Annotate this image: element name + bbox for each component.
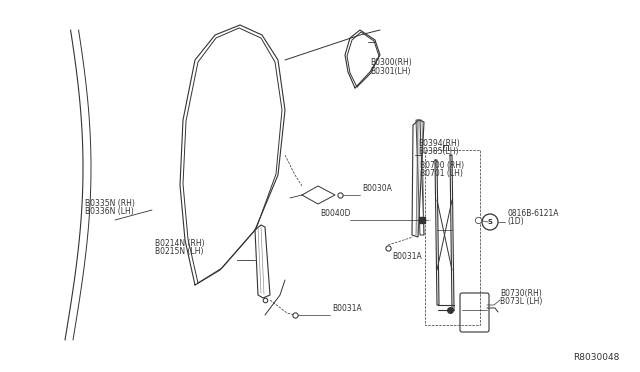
Text: S: S [488, 219, 493, 225]
Text: B0700 (RH): B0700 (RH) [420, 161, 464, 170]
Text: B0215N (LH): B0215N (LH) [155, 247, 204, 256]
Text: B0394(RH): B0394(RH) [418, 139, 460, 148]
Text: B0300(RH): B0300(RH) [370, 58, 412, 67]
Text: B0031A: B0031A [392, 252, 422, 261]
Text: B0040D: B0040D [320, 209, 351, 218]
Text: (1D): (1D) [507, 217, 524, 226]
Text: B0031A: B0031A [332, 304, 362, 313]
Bar [425, 150, 480, 325]
Text: 0816B-6121A: 0816B-6121A [507, 209, 559, 218]
Text: B0701 (LH): B0701 (LH) [420, 169, 463, 178]
Text: B0214N (RH): B0214N (RH) [155, 239, 205, 248]
Text: B0730(RH): B0730(RH) [500, 289, 541, 298]
Text: B0335N (RH): B0335N (RH) [85, 199, 135, 208]
Text: B073L (LH): B073L (LH) [500, 297, 542, 306]
Text: B0301(LH): B0301(LH) [370, 67, 410, 76]
Text: B0030A: B0030A [362, 184, 392, 193]
Text: R8030048: R8030048 [573, 353, 620, 362]
Text: B0336N (LH): B0336N (LH) [85, 207, 134, 216]
Text: B0385(LH): B0385(LH) [418, 147, 458, 156]
